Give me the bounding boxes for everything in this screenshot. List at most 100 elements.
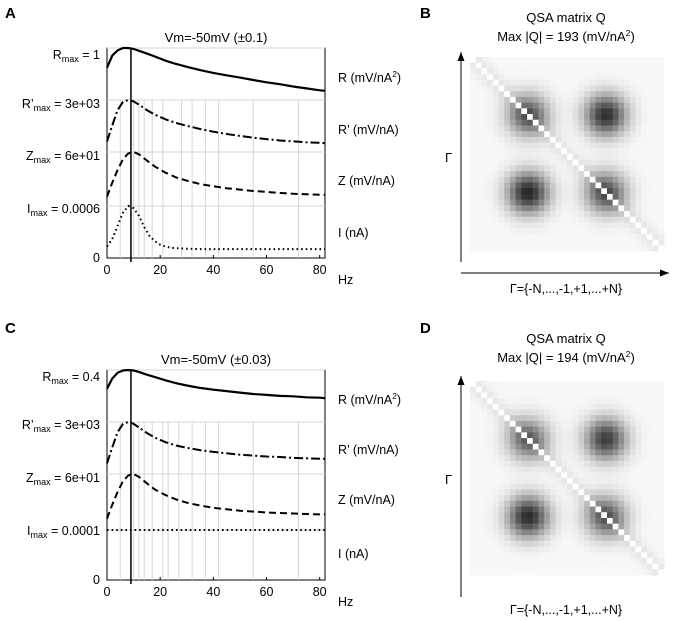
heatmap-cell: [618, 478, 625, 485]
heatmap-cell: [612, 91, 619, 98]
heatmap-cell: [487, 512, 494, 519]
heatmap-cell: [658, 176, 665, 183]
heatmap-cell: [538, 205, 545, 212]
heatmap-cell: [578, 420, 585, 428]
heatmap-cell: [589, 102, 596, 109]
heatmap-cell: [532, 193, 539, 201]
heatmap-cell: [538, 483, 545, 490]
heatmap-cell: [544, 563, 551, 570]
heatmap-cell: [584, 216, 591, 223]
heatmap-cell: [509, 233, 517, 240]
heatmap-cell: [521, 216, 528, 223]
heatmap-cell: [509, 239, 517, 246]
heatmap-cell: [606, 136, 614, 143]
heatmap-cell: [595, 432, 602, 439]
heatmap-cell: [475, 171, 482, 178]
heatmap-cell: [618, 540, 625, 547]
heatmap-cell: [612, 489, 619, 496]
chart-title: Vm=-50mV (±0.03): [161, 352, 271, 367]
heatmap-cell: [498, 523, 505, 530]
heatmap-cell: [504, 74, 511, 81]
heatmap-cell: [646, 415, 653, 422]
heatmap-cell: [487, 472, 494, 479]
heatmap-cell: [595, 478, 602, 485]
heatmap-cell: [504, 392, 511, 399]
heatmap-cell: [652, 415, 659, 422]
heatmap-cell: [601, 443, 608, 450]
heatmap-cell: [492, 557, 499, 564]
heatmap-cell: [584, 85, 591, 92]
heatmap-cell: [515, 222, 522, 229]
heatmap-cell: [612, 74, 619, 81]
heatmap-cell: [549, 512, 556, 519]
heatmap-cell: [555, 57, 562, 64]
heatmap-cell: [646, 552, 653, 559]
heatmap-cell: [532, 148, 539, 155]
heatmap-cell: [635, 426, 642, 433]
heatmap-cell: [538, 57, 545, 64]
heatmap-cell: [549, 478, 556, 485]
heatmap-cell: [589, 171, 596, 178]
heatmap-cell: [618, 500, 625, 507]
heatmap-cell: [641, 159, 648, 166]
heatmap-cell: [606, 512, 614, 519]
heatmap-cell: [515, 148, 522, 155]
heatmap-cell: [487, 398, 494, 405]
heatmap-cell: [606, 381, 614, 388]
heatmap-cell: [641, 403, 648, 410]
heatmap-cell: [538, 563, 545, 570]
y-zero-label: 0: [93, 251, 100, 265]
heatmap-cell: [527, 420, 534, 428]
heatmap-cell: [589, 68, 596, 75]
heatmap-cell: [578, 517, 585, 525]
heatmap-cell: [612, 182, 619, 189]
heatmap-cell: [567, 216, 574, 223]
heatmap-cell: [527, 57, 534, 64]
heatmap-cell: [606, 478, 614, 485]
heatmap-cell: [646, 131, 653, 138]
heatmap-cell: [492, 228, 499, 235]
heatmap-cell: [641, 438, 648, 445]
heatmap-cell: [578, 386, 585, 393]
heatmap-cell: [475, 392, 482, 399]
heatmap-cell: [487, 165, 494, 172]
heatmap-cell: [515, 114, 522, 121]
heatmap-cell: [612, 563, 619, 570]
heatmap-cell: [618, 114, 625, 121]
heatmap-cell: [470, 506, 477, 513]
heatmap-cell: [629, 455, 636, 462]
heatmap-cell: [538, 68, 545, 75]
heatmap-cell: [578, 478, 585, 485]
heatmap-cell: [595, 85, 602, 92]
heatmap-cell: [475, 381, 482, 388]
heatmap-cell: [578, 432, 585, 439]
heatmap-cell: [658, 159, 665, 166]
heatmap-cell: [555, 500, 562, 507]
heatmap-cell: [646, 165, 653, 172]
heatmap-cell: [538, 211, 545, 218]
heatmap-cell: [515, 182, 522, 189]
heatmap-cell: [584, 91, 591, 98]
heatmap-cell: [538, 512, 545, 519]
heatmap-cell: [515, 438, 522, 445]
heatmap-cell: [470, 193, 477, 201]
heatmap-cell: [475, 142, 482, 149]
heatmap-cell: [470, 523, 477, 530]
heatmap-cell: [658, 57, 665, 64]
heatmap-cell: [606, 125, 614, 132]
heatmap-cell: [521, 85, 528, 92]
heatmap-cell: [572, 449, 579, 456]
heatmap-cell: [635, 91, 642, 98]
heatmap-cell: [629, 489, 636, 496]
heatmap-cell: [612, 239, 619, 246]
heatmap-cell: [589, 552, 596, 559]
heatmap-cell: [641, 171, 648, 178]
heatmap-cell: [504, 523, 511, 530]
heatmap-cell: [567, 512, 574, 519]
heatmap-cell: [527, 381, 534, 388]
heatmap-cell: [624, 443, 631, 450]
heatmap-cell: [521, 557, 528, 564]
heatmap-cell: [629, 114, 636, 121]
heatmap-cell: [532, 460, 539, 467]
heatmap-cell: [618, 222, 625, 229]
